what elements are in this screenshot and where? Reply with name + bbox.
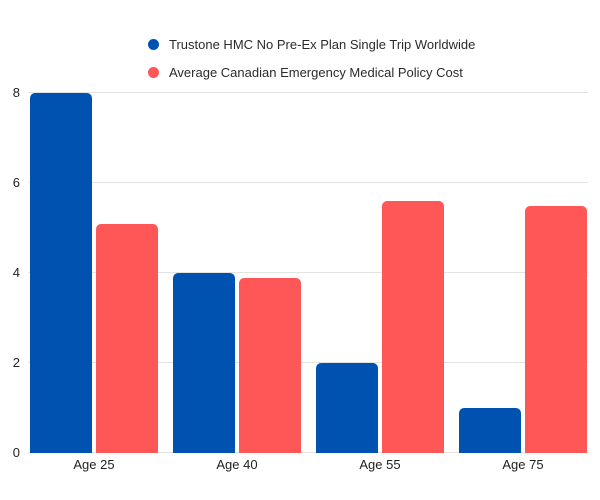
legend-dot-icon bbox=[148, 38, 159, 50]
y-axis-tick-6: 6 bbox=[12, 175, 20, 190]
y-axis-tick-4: 4 bbox=[12, 265, 20, 280]
x-axis-tick-age-75: Age 75 bbox=[502, 457, 544, 472]
chart-legend: Trustone HMC No Pre-Ex Plan Single Trip … bbox=[148, 34, 475, 82]
gridline-y-0 bbox=[28, 452, 588, 453]
bar-series0-age-55 bbox=[316, 363, 378, 453]
legend-item-1: Average Canadian Emergency Medical Polic… bbox=[148, 62, 475, 82]
x-axis-tick-age-55: Age 55 bbox=[359, 457, 401, 472]
bar-series1-age-55 bbox=[382, 201, 444, 453]
bar-series0-age-75 bbox=[459, 408, 521, 453]
x-axis-tick-age-25: Age 25 bbox=[73, 457, 115, 472]
plot-area bbox=[28, 92, 588, 453]
bar-series1-age-25 bbox=[96, 223, 158, 453]
y-axis-tick-8: 8 bbox=[12, 85, 20, 100]
bar-series0-age-25 bbox=[30, 93, 92, 453]
gridline-y-4 bbox=[28, 272, 588, 273]
y-axis-tick-2: 2 bbox=[12, 355, 20, 370]
gridline-y-8 bbox=[28, 92, 588, 93]
legend-item-0: Trustone HMC No Pre-Ex Plan Single Trip … bbox=[148, 34, 475, 54]
bar-series0-age-40 bbox=[173, 273, 235, 453]
legend-label: Trustone HMC No Pre-Ex Plan Single Trip … bbox=[169, 36, 476, 52]
gridline-y-6 bbox=[28, 182, 588, 183]
legend-dot-icon bbox=[148, 66, 159, 78]
legend-label: Average Canadian Emergency Medical Polic… bbox=[169, 64, 463, 80]
y-axis-tick-0: 0 bbox=[12, 445, 20, 460]
bar-series1-age-40 bbox=[239, 277, 301, 453]
bar-series1-age-75 bbox=[525, 205, 587, 453]
x-axis-tick-age-40: Age 40 bbox=[216, 457, 258, 472]
gridline-y-2 bbox=[28, 362, 588, 363]
